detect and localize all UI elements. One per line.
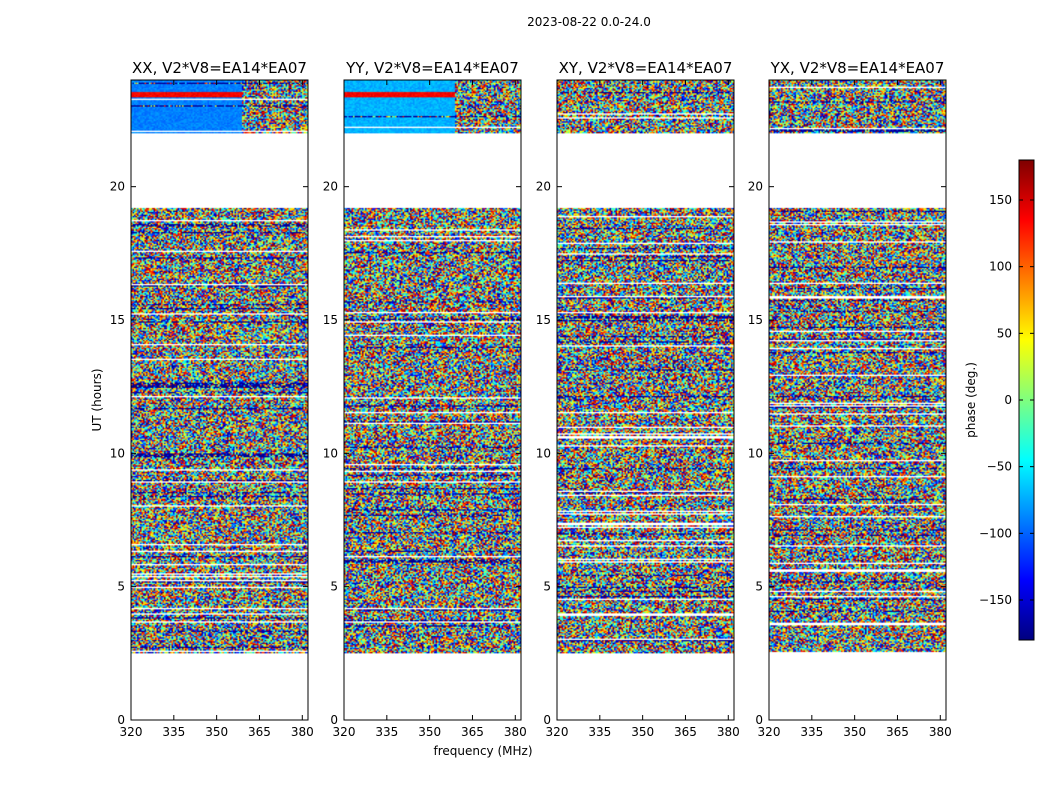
x-tick-label: 365 xyxy=(461,725,484,739)
x-axis-label: frequency (MHz) xyxy=(433,744,532,758)
y-tick-label: 20 xyxy=(323,180,338,194)
x-tick-label: 320 xyxy=(546,725,569,739)
x-tick-label: 380 xyxy=(717,725,740,739)
phase-heatmap-yy xyxy=(344,80,521,720)
x-tick-label: 350 xyxy=(205,725,228,739)
x-tick-label: 320 xyxy=(333,725,356,739)
y-axis-label: UT (hours) xyxy=(90,368,104,431)
x-tick-label: 335 xyxy=(162,725,185,739)
y-tick-label: 10 xyxy=(110,446,125,460)
y-tick-label: 10 xyxy=(536,446,551,460)
colorbar: −150 −100 −50 0 50 100 150 phase (deg.) xyxy=(964,159,1035,641)
panel-xy: XY, V2*V8=EA14*EA07 320 335 350 365 380 0 5 10 15… xyxy=(536,59,740,739)
y-tick-label: 20 xyxy=(748,180,763,194)
x-tick-label: 365 xyxy=(886,725,909,739)
panel-frame xyxy=(768,79,947,721)
y-tick-label: 15 xyxy=(323,313,338,327)
colorbar-tick-label: 50 xyxy=(997,326,1012,340)
colorbar-tick-label: −100 xyxy=(979,526,1012,540)
y-tick-label: 5 xyxy=(330,580,338,594)
x-tick-label: 335 xyxy=(375,725,398,739)
phase-heatmap-yx xyxy=(769,80,946,720)
x-tick-label: 365 xyxy=(674,725,697,739)
panel-yx: YX, V2*V8=EA14*EA07 320 335 350 365 380 0 5 10 15… xyxy=(748,59,952,739)
colorbar-tick-label: −150 xyxy=(979,593,1012,607)
y-tick-label: 10 xyxy=(748,446,763,460)
x-tick-label: 380 xyxy=(504,725,527,739)
colorbar-tick-label: −50 xyxy=(987,460,1012,474)
colorbar-tick-label: 150 xyxy=(989,193,1012,207)
panel-title: YX, V2*V8=EA14*EA07 xyxy=(770,59,945,77)
x-tick-label: 335 xyxy=(800,725,823,739)
colorbar-tick-label: 0 xyxy=(1004,393,1012,407)
y-tick-label: 5 xyxy=(117,580,125,594)
panel-title: XY, V2*V8=EA14*EA07 xyxy=(559,59,733,77)
x-tick-label: 350 xyxy=(631,725,654,739)
x-tick-label: 350 xyxy=(843,725,866,739)
panels-group: XX, V2*V8=EA14*EA07 320 335 350 365 380 0 5 10 15… xyxy=(110,59,952,739)
x-tick-label: 350 xyxy=(418,725,441,739)
x-tick-label: 365 xyxy=(248,725,271,739)
y-tick-label: 5 xyxy=(755,580,763,594)
y-tick-label: 0 xyxy=(330,713,338,727)
y-tick-label: 15 xyxy=(110,313,125,327)
y-tick-label: 20 xyxy=(536,180,551,194)
panel-xx: XX, V2*V8=EA14*EA07 320 335 350 365 380 0 5 10 15… xyxy=(110,59,314,739)
figure-suptitle: 2023-08-22 0.0-24.0 xyxy=(527,15,651,29)
y-tick-label: 10 xyxy=(323,446,338,460)
panel-frame xyxy=(556,79,735,721)
phase-heatmap-xx xyxy=(131,80,308,720)
panel-frame xyxy=(130,79,309,721)
x-tick-label: 380 xyxy=(929,725,952,739)
panel-title: YY, V2*V8=EA14*EA07 xyxy=(345,59,519,77)
y-tick-label: 0 xyxy=(755,713,763,727)
y-tick-label: 5 xyxy=(543,580,551,594)
x-tick-label: 380 xyxy=(291,725,314,739)
y-tick-label: 0 xyxy=(117,713,125,727)
panel-title: XX, V2*V8=EA14*EA07 xyxy=(132,59,307,77)
panel-yy: YY, V2*V8=EA14*EA07 320 335 350 365 380 0 5 10 15… xyxy=(323,59,527,739)
panel-frame xyxy=(343,79,522,721)
colorbar-tick-label: 100 xyxy=(989,260,1012,274)
x-tick-label: 320 xyxy=(120,725,143,739)
x-tick-label: 320 xyxy=(758,725,781,739)
y-tick-label: 15 xyxy=(536,313,551,327)
colorbar-label: phase (deg.) xyxy=(964,362,978,438)
x-tick-label: 335 xyxy=(588,725,611,739)
y-tick-label: 0 xyxy=(543,713,551,727)
y-tick-label: 15 xyxy=(748,313,763,327)
y-tick-label: 20 xyxy=(110,180,125,194)
phase-heatmap-xy xyxy=(557,80,734,720)
